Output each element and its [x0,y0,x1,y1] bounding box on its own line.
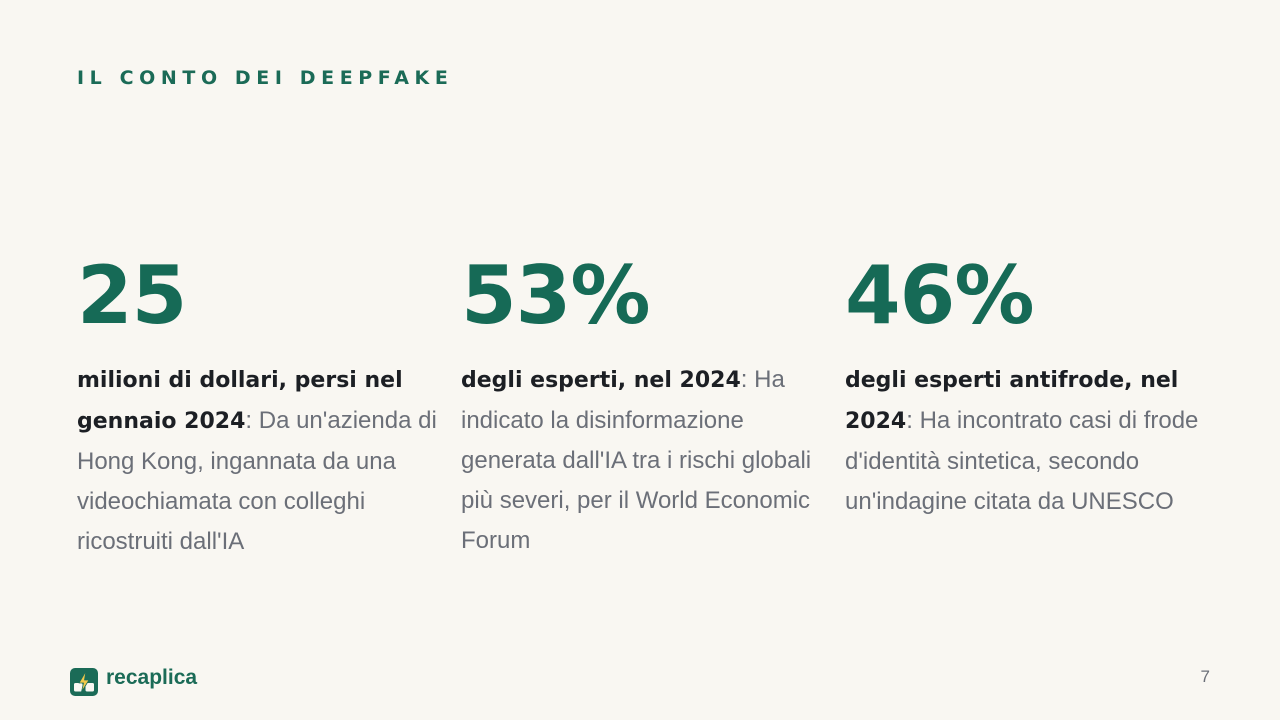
stat-lead: milioni di dollari, persi nel gennaio 20… [77,368,403,434]
slide-kicker: IL CONTO DEI DEEPFAKE [77,67,454,89]
stat-value: 25 [77,249,187,342]
stat-description: milioni di dollari, persi nel gennaio 20… [77,360,437,562]
stat-body: Ha incontrato casi di frode d'identità s… [845,407,1199,515]
stat-separator: : [906,407,920,434]
stat-card-3: 46% degli esperti antifrode, nel 2024: H… [845,250,1205,522]
stat-card-1: 25 milioni di dollari, persi nel gennaio… [77,250,437,562]
stat-lead: degli esperti, nel 2024 [461,368,741,393]
stat-description: degli esperti, nel 2024: Ha indicato la … [461,360,821,561]
stat-lead: degli esperti antifrode, nel 2024 [845,368,1179,434]
lightning-card-icon [70,668,98,696]
stat-value: 46% [845,249,1034,342]
stat-body: Da un'azienda di Hong Kong, ingannata da… [77,407,437,555]
stat-card-2: 53% degli esperti, nel 2024: Ha indicato… [461,250,821,561]
brand-logo: recaplica [70,666,198,696]
stat-description: degli esperti antifrode, nel 2024: Ha in… [845,360,1205,522]
stat-body: Ha indicato la disinformazione generata … [461,366,812,554]
stat-separator: : [740,366,755,393]
page-number: 7 [1200,667,1210,686]
stat-separator: : [245,407,259,434]
brand-name: recaplica [106,666,198,689]
stat-value: 53% [461,249,650,342]
